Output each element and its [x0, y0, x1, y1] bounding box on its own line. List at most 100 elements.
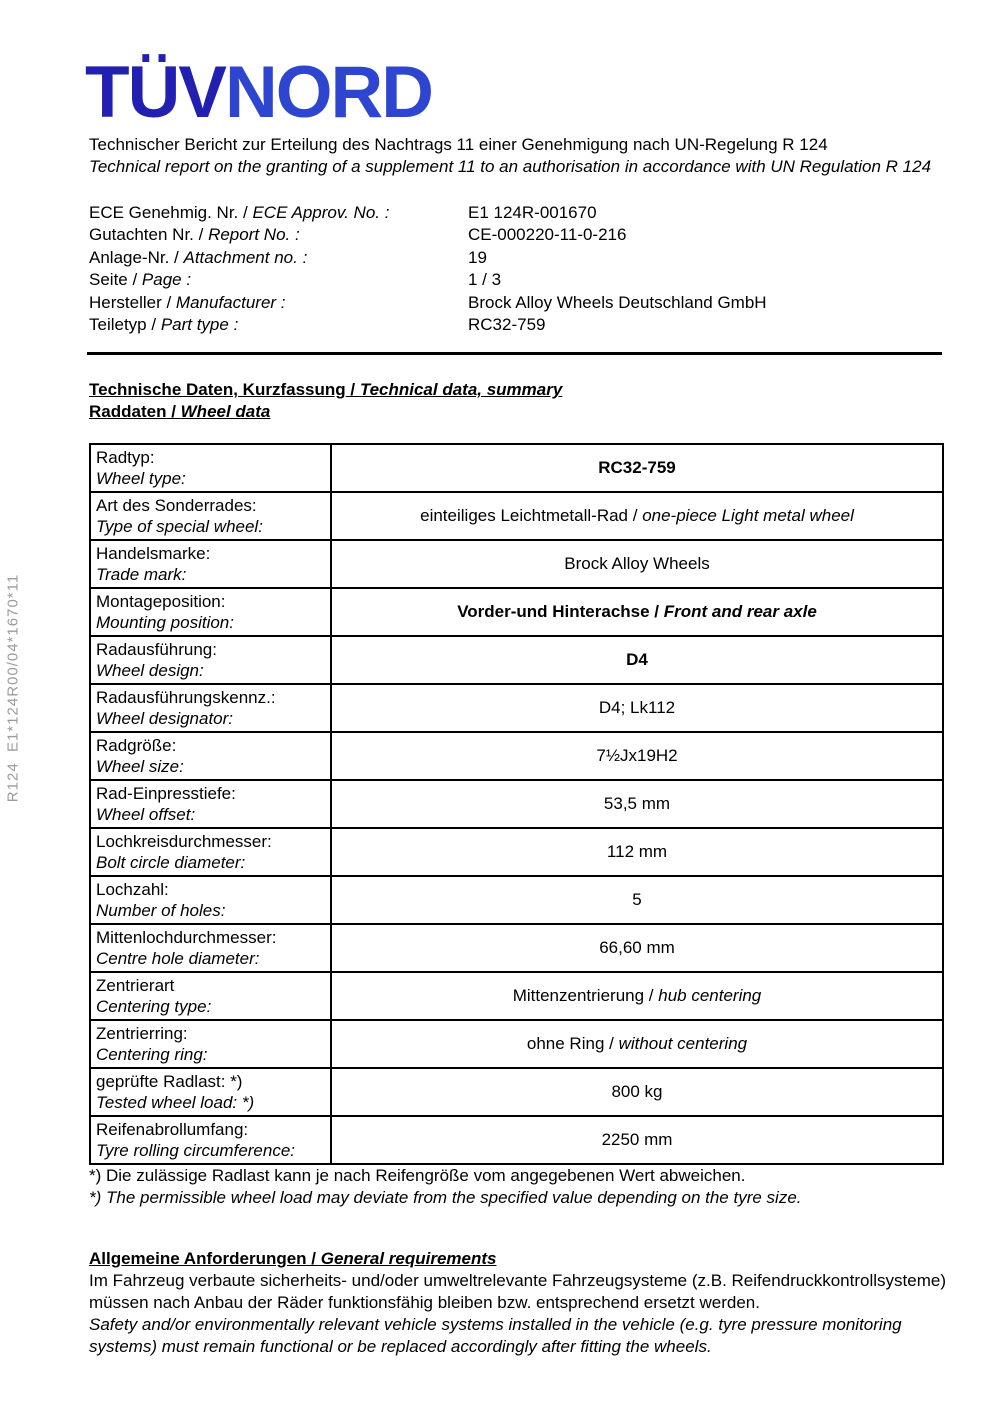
- label-de: Radtyp:: [96, 448, 155, 467]
- row-value: 112 mm: [330, 827, 944, 877]
- row-label: Radausführung: Wheel design:: [89, 635, 332, 685]
- value-de: einteiliges Leichtmetall-Rad: [420, 506, 629, 525]
- table-row-wheel-type: Radtyp: Wheel type: RC32-759: [89, 443, 944, 493]
- meta-row-part-type: Teiletyp / Part type : RC32-759: [89, 314, 957, 336]
- value-de: Brock Alloy Wheels: [564, 554, 710, 573]
- row-value: RC32-759: [330, 443, 944, 493]
- row-label: Rad-Einpresstiefe: Wheel offset:: [89, 779, 332, 829]
- logo-nord-text: NORD: [225, 52, 434, 133]
- meta-label-en: Part type :: [160, 315, 239, 335]
- value-de: Vorder-und Hinterachse: [457, 602, 650, 621]
- row-value: einteiliges Leichtmetall-Rad / one-piece…: [330, 491, 944, 541]
- label-de: Lochzahl:: [96, 880, 169, 899]
- row-label: Radgröße: Wheel size:: [89, 731, 332, 781]
- row-label: Zentrierart Centering type:: [89, 971, 332, 1021]
- row-value: 2250 mm: [330, 1115, 944, 1165]
- meta-label-en: Page :: [141, 270, 192, 290]
- footnote-en: *) The permissible wheel load may deviat…: [89, 1188, 802, 1207]
- row-value: Mittenzentrierung / hub centering: [330, 971, 944, 1021]
- meta-label-en: ECE Approv. No. :: [252, 203, 390, 222]
- table-row-wheel-design: Radausführung: Wheel design: D4: [89, 635, 944, 685]
- label-de: Radausführung:: [96, 640, 217, 659]
- label-de: Rad-Einpresstiefe:: [96, 784, 236, 803]
- table-row-special-wheel-type: Art des Sonderrades: Type of special whee…: [89, 491, 944, 541]
- meta-label-de: Teiletyp: [89, 315, 147, 335]
- footnote-de: *) Die zulässige Radlast kann je nach Re…: [89, 1166, 746, 1185]
- label-en: Trade mark:: [96, 565, 187, 584]
- heading-en: Technical data, summary: [359, 380, 563, 399]
- value-de: D4: [626, 650, 648, 669]
- row-label: Montageposition: Mounting position:: [89, 587, 332, 637]
- row-value: D4; Lk112: [330, 683, 944, 733]
- label-en: Bolt circle diameter:: [96, 853, 246, 872]
- meta-value: CE-000220-11-0-216: [468, 225, 627, 245]
- heading-de: Allgemeine Anforderungen: [89, 1249, 307, 1268]
- table-row-tested-wheel-load: geprüfte Radlast: *) Tested wheel load: *…: [89, 1067, 944, 1117]
- table-row-centering-type: Zentrierart Centering type: Mittenzentrie…: [89, 971, 944, 1021]
- meta-label-de: Seite: [89, 270, 128, 290]
- row-label: Radausführungskennz.: Wheel designator:: [89, 683, 332, 733]
- label-de: Reifenabrollumfang:: [96, 1120, 249, 1139]
- label-de: Mittenlochdurchmesser:: [96, 928, 277, 947]
- table-row-wheel-size: Radgröße: Wheel size: 7½Jx19H2: [89, 731, 944, 781]
- report-meta: ECE Genehmig. Nr. / ECE Approv. No. : E1…: [89, 202, 957, 336]
- report-title: Technischer Bericht zur Erteilung des Na…: [89, 134, 957, 178]
- value-en: without centering: [618, 1034, 748, 1053]
- meta-label-de: Hersteller: [89, 292, 162, 312]
- row-label: Reifenabrollumfang: Tyre rolling circumfe…: [89, 1115, 332, 1165]
- row-label: Mittenlochdurchmesser: Centre hole diamet…: [89, 923, 332, 973]
- label-en: Mounting position:: [96, 613, 234, 632]
- value-de: 112 mm: [606, 842, 668, 861]
- label-de: Zentrierart: [96, 976, 175, 995]
- row-value: 5: [330, 875, 944, 925]
- value-de: 2250 mm: [601, 1130, 673, 1149]
- value-de: 5: [632, 890, 642, 909]
- label-de: Montageposition:: [96, 592, 226, 611]
- meta-label-de: Gutachten Nr.: [89, 225, 194, 245]
- row-value: Vorder-und Hinterachse / Front and rear …: [330, 587, 944, 637]
- label-de: Lochkreisdurchmesser:: [96, 832, 272, 851]
- meta-row-page: Seite / Page : 1 / 3: [89, 269, 957, 291]
- value-separator: /: [649, 602, 664, 621]
- table-row-trade-mark: Handelsmarke: Trade mark: Brock Alloy Whe…: [89, 539, 944, 589]
- meta-value: 19: [468, 247, 487, 267]
- label-de: Art des Sonderrades:: [96, 496, 257, 515]
- table-row-mounting-position: Montageposition: Mounting position: Vorde…: [89, 587, 944, 637]
- table-row-centering-ring: Zentrierring: Centering ring: ohne Ring /…: [89, 1019, 944, 1069]
- meta-label: Gutachten Nr. / Report No. :: [89, 224, 468, 246]
- label-en: Wheel size:: [96, 757, 184, 776]
- wheel-data-table: Radtyp: Wheel type: RC32-759 Art des Sond…: [89, 443, 944, 1165]
- general-requirements-text-de: Im Fahrzeug verbaute sicherheits- und/od…: [89, 1271, 946, 1312]
- row-label: geprüfte Radlast: *) Tested wheel load: *…: [89, 1067, 332, 1117]
- meta-value: Brock Alloy Wheels Deutschland GmbH: [468, 292, 767, 312]
- label-de: Handelsmarke:: [96, 544, 211, 563]
- label-en: Tyre rolling circumference:: [96, 1141, 296, 1160]
- general-requirements-heading: Allgemeine Anforderungen / General requi…: [89, 1248, 957, 1270]
- heading-de: Technische Daten, Kurzfassung: [89, 380, 346, 399]
- meta-label: Hersteller / Manufacturer :: [89, 292, 468, 314]
- meta-separator: /: [193, 225, 209, 245]
- label-de: Zentrierring:: [96, 1024, 188, 1043]
- row-value: 7½Jx19H2: [330, 731, 944, 781]
- section-heading-technical-data: Technische Daten, Kurzfassung / Technica…: [89, 379, 562, 423]
- heading-separator: /: [166, 402, 181, 421]
- heading-de: Raddaten: [89, 402, 167, 421]
- meta-label: Anlage-Nr. / Attachment no. :: [89, 247, 468, 269]
- row-label: Handelsmarke: Trade mark:: [89, 539, 332, 589]
- value-de: 800 kg: [611, 1082, 663, 1101]
- label-en: Wheel type:: [96, 469, 186, 488]
- logo-tuv-text: TÜV: [85, 52, 227, 133]
- row-value: 66,60 mm: [330, 923, 944, 973]
- label-en: Tested wheel load: *): [96, 1093, 255, 1112]
- label-en: Wheel design:: [96, 661, 204, 680]
- row-value: Brock Alloy Wheels: [330, 539, 944, 589]
- meta-label: Teiletyp / Part type :: [89, 314, 468, 336]
- row-label: Zentrierring: Centering ring:: [89, 1019, 332, 1069]
- meta-label-en: Attachment no. :: [183, 247, 308, 267]
- meta-label-de: ECE Genehmig. Nr.: [89, 203, 239, 222]
- meta-separator: /: [127, 270, 142, 290]
- value-en: hub centering: [658, 986, 762, 1005]
- heading-wheel-data: Raddaten / Wheel data: [89, 401, 562, 423]
- label-en: Wheel offset:: [96, 805, 196, 824]
- value-en: one-piece Light metal wheel: [642, 506, 854, 525]
